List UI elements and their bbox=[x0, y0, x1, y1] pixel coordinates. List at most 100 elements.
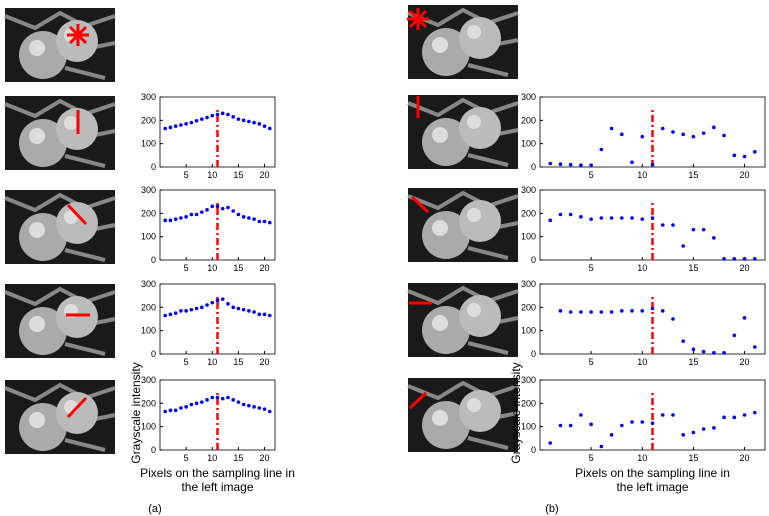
data-point bbox=[247, 216, 251, 220]
data-point bbox=[640, 134, 645, 139]
data-point bbox=[650, 306, 655, 311]
data-point bbox=[220, 111, 225, 116]
right-thumbnails bbox=[406, 3, 520, 454]
data-point bbox=[257, 219, 262, 224]
y-tick-label: 0 bbox=[151, 445, 156, 455]
y-tick-label: 100 bbox=[141, 422, 156, 432]
data-point bbox=[236, 117, 241, 121]
data-point bbox=[267, 220, 272, 225]
x-tick-label: 5 bbox=[184, 170, 189, 180]
data-point bbox=[681, 339, 685, 343]
y-axis-label: Grayscale intensity bbox=[129, 362, 143, 463]
data-point bbox=[200, 117, 204, 121]
data-point bbox=[163, 126, 168, 131]
data-point bbox=[184, 309, 188, 313]
data-point bbox=[599, 310, 604, 314]
data-point bbox=[589, 163, 593, 167]
data-point bbox=[236, 306, 241, 311]
y-tick-label: 100 bbox=[141, 139, 156, 149]
data-point bbox=[681, 433, 685, 437]
data-point bbox=[168, 218, 173, 223]
data-point bbox=[701, 131, 706, 135]
x-tick-label: 10 bbox=[637, 170, 647, 180]
data-point bbox=[210, 300, 215, 305]
x-axis-label: Pixels on the sampling line in bbox=[575, 466, 730, 480]
data-point bbox=[252, 217, 256, 221]
y-tick-label: 200 bbox=[141, 208, 156, 218]
data-point bbox=[241, 307, 246, 312]
data-point bbox=[568, 212, 573, 217]
data-point bbox=[200, 210, 204, 214]
data-point bbox=[650, 216, 655, 220]
data-point bbox=[194, 119, 199, 123]
data-point bbox=[568, 423, 573, 428]
x-tick-label: 20 bbox=[260, 453, 270, 463]
x-tick-label: 5 bbox=[589, 453, 594, 463]
x-tick-label: 20 bbox=[740, 170, 750, 180]
x-tick-label: 10 bbox=[637, 453, 647, 463]
data-point bbox=[247, 119, 251, 124]
data-point bbox=[189, 307, 194, 312]
data-point bbox=[620, 309, 624, 313]
x-tick-label: 20 bbox=[260, 357, 270, 367]
data-point bbox=[231, 209, 235, 213]
data-point bbox=[722, 257, 726, 261]
x-tick-label: 10 bbox=[637, 263, 647, 273]
data-point bbox=[215, 112, 220, 117]
data-point bbox=[163, 409, 168, 414]
data-point bbox=[742, 154, 747, 159]
data-point bbox=[548, 161, 553, 166]
data-point bbox=[671, 223, 675, 227]
data-point bbox=[226, 112, 230, 117]
data-point bbox=[752, 410, 757, 415]
data-point bbox=[742, 413, 747, 417]
data-point bbox=[589, 310, 593, 314]
data-point bbox=[267, 313, 272, 318]
data-point bbox=[257, 406, 262, 410]
data-point bbox=[630, 309, 634, 313]
data-point bbox=[231, 115, 235, 119]
x-tick-label: 20 bbox=[740, 263, 750, 273]
data-point bbox=[548, 218, 553, 223]
data-point bbox=[173, 217, 178, 221]
data-point bbox=[722, 351, 726, 355]
data-point bbox=[752, 150, 757, 154]
data-point bbox=[732, 257, 737, 261]
data-point bbox=[640, 309, 645, 313]
data-point bbox=[189, 120, 194, 125]
data-point bbox=[179, 406, 183, 410]
data-point bbox=[620, 216, 624, 220]
data-point bbox=[650, 421, 655, 425]
data-point bbox=[558, 212, 563, 217]
y-tick-label: 300 bbox=[141, 375, 156, 385]
y-tick-label: 0 bbox=[151, 255, 156, 265]
data-point bbox=[701, 349, 706, 354]
x-tick-label: 10 bbox=[207, 170, 217, 180]
data-point bbox=[215, 204, 220, 209]
y-tick-label: 300 bbox=[521, 375, 536, 385]
y-tick-label: 0 bbox=[531, 162, 536, 172]
data-point bbox=[579, 163, 583, 167]
data-point bbox=[184, 215, 188, 219]
data-point bbox=[173, 311, 178, 315]
y-tick-label: 100 bbox=[141, 326, 156, 336]
x-axis-label: the left image bbox=[616, 480, 688, 494]
data-point bbox=[173, 408, 178, 413]
data-point bbox=[179, 216, 183, 220]
data-point bbox=[200, 305, 204, 310]
data-point bbox=[660, 309, 665, 313]
data-point bbox=[650, 162, 655, 167]
data-point bbox=[579, 310, 583, 314]
data-point bbox=[220, 297, 225, 301]
data-point bbox=[163, 313, 168, 318]
data-point bbox=[579, 215, 583, 219]
data-point bbox=[752, 345, 757, 349]
data-point bbox=[722, 133, 726, 138]
x-axis-label: the left image bbox=[181, 480, 253, 494]
data-point bbox=[742, 257, 747, 261]
data-point bbox=[247, 403, 251, 408]
y-tick-label: 0 bbox=[531, 445, 536, 455]
data-point bbox=[660, 223, 665, 227]
data-point bbox=[681, 132, 685, 137]
x-tick-label: 5 bbox=[589, 263, 594, 273]
